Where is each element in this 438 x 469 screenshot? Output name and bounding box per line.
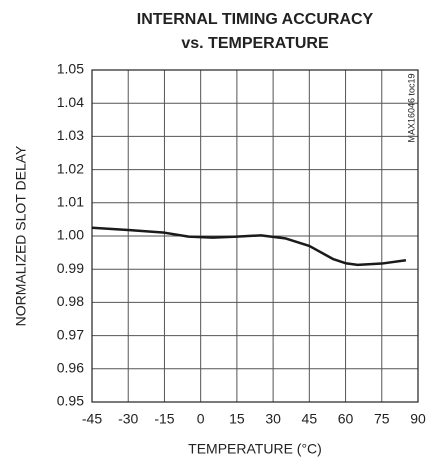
x-tick-label: -45 xyxy=(82,411,102,427)
y-tick-label: 0.95 xyxy=(57,393,84,409)
y-tick-label: 0.99 xyxy=(57,260,84,276)
x-axis-label: TEMPERATURE (°C) xyxy=(188,441,322,457)
y-tick-label: 0.96 xyxy=(57,360,84,376)
plot-frame xyxy=(91,69,419,403)
x-tick-label: 90 xyxy=(410,411,426,427)
x-tick-label: -30 xyxy=(118,411,138,427)
y-tick-label: 0.98 xyxy=(57,293,84,309)
y-axis-label: NORMALIZED SLOT DELAY xyxy=(13,145,29,326)
chart-title: INTERNAL TIMING ACCURACY xyxy=(137,11,374,28)
x-tick-label: 60 xyxy=(338,411,354,427)
x-tick-label: 0 xyxy=(197,411,205,427)
x-tick-label: 30 xyxy=(265,411,281,427)
y-tick-label: 1.05 xyxy=(57,61,84,77)
y-tick-label: 1.04 xyxy=(57,94,84,110)
y-tick-label: 1.03 xyxy=(57,127,84,143)
x-tick-label: -15 xyxy=(154,411,174,427)
x-tick-label: 15 xyxy=(229,411,245,427)
data-line xyxy=(91,226,407,267)
x-tick-label: 75 xyxy=(374,411,390,427)
annotation: MAX16046 toc19 xyxy=(406,73,416,142)
y-tick-label: 0.97 xyxy=(57,326,84,342)
chart-subtitle: vs. TEMPERATURE xyxy=(181,35,329,52)
y-tick-label: 1.00 xyxy=(57,227,84,243)
y-tick-label: 1.01 xyxy=(57,194,84,210)
y-tick-label: 1.02 xyxy=(57,160,84,176)
x-tick-label: 45 xyxy=(302,411,318,427)
